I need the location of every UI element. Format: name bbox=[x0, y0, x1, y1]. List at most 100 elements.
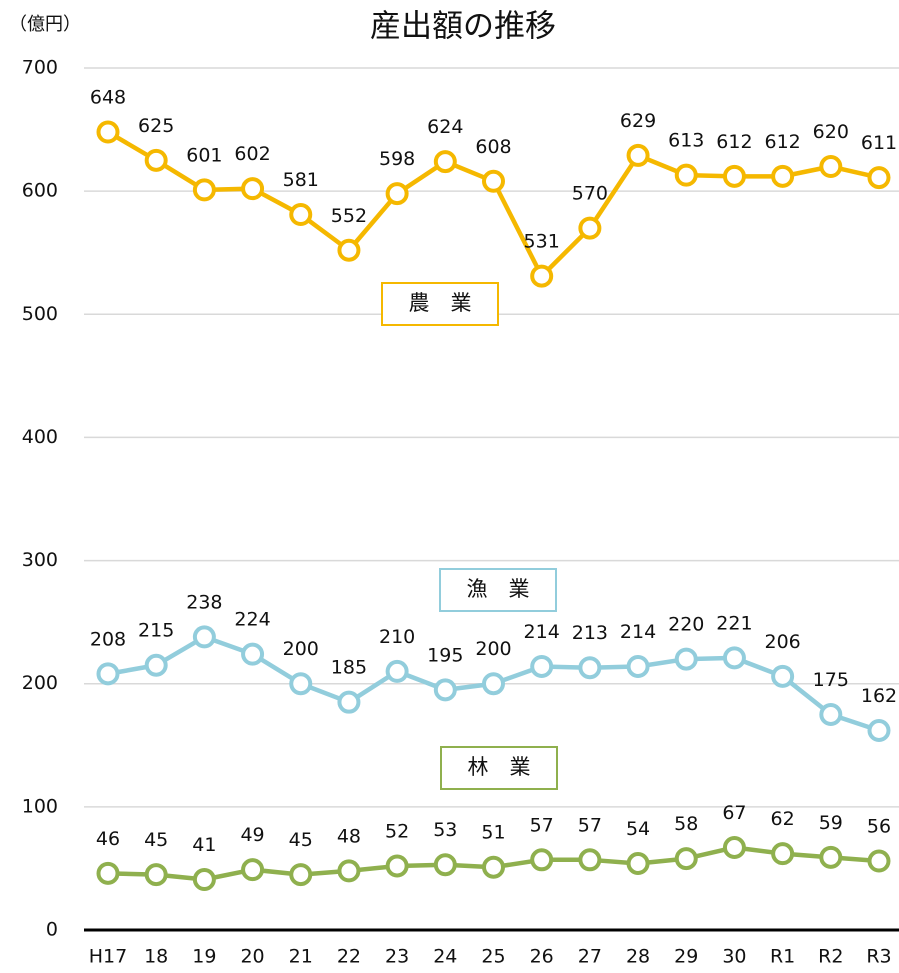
data-point bbox=[482, 672, 505, 696]
data-label: 57 bbox=[578, 814, 602, 836]
data-label: 531 bbox=[524, 231, 560, 253]
x-tick-label: 18 bbox=[144, 946, 168, 968]
data-point bbox=[578, 656, 602, 680]
x-tick-label: 30 bbox=[722, 946, 746, 968]
data-label: 624 bbox=[427, 116, 463, 138]
data-label: 608 bbox=[475, 136, 511, 158]
data-label: 49 bbox=[240, 824, 264, 846]
data-point bbox=[433, 150, 457, 174]
data-point bbox=[241, 858, 265, 882]
data-point bbox=[337, 859, 361, 883]
data-point bbox=[192, 178, 216, 202]
x-tick-label: H17 bbox=[89, 946, 127, 968]
data-label: 215 bbox=[138, 620, 174, 642]
data-label: 238 bbox=[186, 591, 222, 613]
data-point bbox=[96, 120, 120, 144]
data-point bbox=[289, 672, 313, 696]
data-point bbox=[819, 155, 843, 179]
data-label: 200 bbox=[283, 638, 319, 660]
x-tick-label: R2 bbox=[818, 946, 843, 968]
data-label: 552 bbox=[331, 205, 367, 227]
data-point bbox=[433, 678, 457, 702]
data-label: 59 bbox=[819, 812, 843, 834]
data-point bbox=[819, 845, 843, 869]
data-point bbox=[722, 646, 746, 670]
chart-title: 産出額の推移 bbox=[370, 9, 556, 45]
data-label: 67 bbox=[722, 802, 746, 824]
data-point bbox=[385, 854, 409, 878]
data-point bbox=[578, 848, 602, 872]
data-point bbox=[337, 690, 361, 714]
data-point bbox=[771, 842, 795, 866]
data-label: 613 bbox=[668, 130, 704, 152]
data-label: 175 bbox=[813, 669, 849, 691]
legend-box bbox=[439, 568, 557, 612]
y-axis-label: （億円） bbox=[9, 14, 81, 35]
data-label: 56 bbox=[867, 816, 891, 838]
data-point bbox=[626, 654, 650, 678]
x-tick-label: 25 bbox=[481, 946, 505, 968]
data-point bbox=[771, 164, 795, 188]
x-tick-label: 19 bbox=[192, 946, 216, 968]
data-point bbox=[144, 863, 168, 887]
data-label: 214 bbox=[524, 621, 560, 643]
data-label: 58 bbox=[674, 813, 698, 835]
data-point bbox=[385, 659, 409, 683]
y-tick-label: 0 bbox=[46, 919, 58, 941]
data-label: 53 bbox=[433, 819, 457, 841]
data-point bbox=[192, 625, 216, 649]
data-point bbox=[241, 642, 265, 666]
data-point bbox=[96, 662, 120, 686]
data-label: 224 bbox=[234, 609, 270, 631]
data-point bbox=[144, 653, 168, 677]
data-label: 221 bbox=[716, 612, 752, 634]
data-point bbox=[530, 654, 554, 678]
x-tick-label: R3 bbox=[866, 946, 891, 968]
data-point bbox=[819, 703, 843, 726]
x-tick-label: R1 bbox=[770, 946, 795, 968]
data-point bbox=[578, 216, 602, 240]
y-tick-label: 300 bbox=[22, 549, 58, 571]
data-point bbox=[674, 163, 698, 187]
data-label: 612 bbox=[764, 131, 800, 153]
legend-box bbox=[381, 282, 499, 326]
x-tick-label: 27 bbox=[578, 946, 602, 968]
data-label: 208 bbox=[90, 628, 126, 650]
data-label: 45 bbox=[289, 829, 313, 851]
y-tick-label: 400 bbox=[22, 426, 58, 448]
x-tick-label: 21 bbox=[289, 946, 313, 968]
data-label: 581 bbox=[283, 169, 319, 191]
data-point bbox=[144, 148, 168, 172]
x-tick-label: 29 bbox=[674, 946, 698, 968]
data-point bbox=[722, 164, 746, 188]
data-label: 210 bbox=[379, 626, 415, 648]
data-point bbox=[241, 177, 265, 201]
data-point bbox=[867, 849, 891, 873]
data-label: 206 bbox=[764, 631, 800, 653]
data-point bbox=[96, 861, 120, 885]
x-tick-label: 24 bbox=[433, 946, 457, 968]
legend-label: 林 業 bbox=[468, 755, 531, 779]
data-point bbox=[289, 203, 313, 227]
data-label: 57 bbox=[530, 814, 554, 836]
y-tick-label: 600 bbox=[22, 180, 58, 202]
data-label: 62 bbox=[771, 808, 795, 830]
data-point bbox=[722, 835, 746, 859]
data-label: 598 bbox=[379, 148, 415, 170]
data-point bbox=[530, 848, 554, 872]
data-label: 46 bbox=[96, 828, 120, 850]
data-label: 45 bbox=[144, 829, 168, 851]
legend-label: 農 業 bbox=[409, 291, 472, 315]
data-point bbox=[771, 664, 795, 688]
data-label: 602 bbox=[234, 143, 270, 165]
data-label: 629 bbox=[620, 110, 656, 132]
y-tick-label: 200 bbox=[22, 672, 58, 694]
data-label: 200 bbox=[475, 638, 511, 660]
data-label: 648 bbox=[90, 87, 126, 109]
y-tick-label: 100 bbox=[22, 795, 58, 817]
legend-box bbox=[440, 746, 558, 790]
data-label: 195 bbox=[427, 644, 463, 666]
data-point bbox=[867, 719, 891, 743]
data-label: 48 bbox=[337, 825, 361, 847]
x-tick-label: 26 bbox=[530, 946, 554, 968]
